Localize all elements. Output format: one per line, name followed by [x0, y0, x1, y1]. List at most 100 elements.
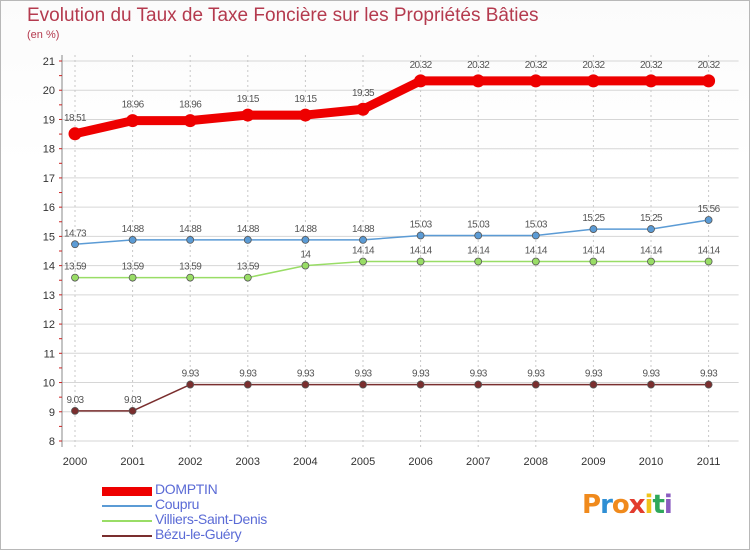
data-point [183, 114, 197, 128]
data-point [128, 406, 137, 415]
logo-letter: i [644, 490, 654, 520]
data-point [186, 235, 195, 244]
data-label: 14.88 [352, 224, 375, 235]
y-tick-label: 21 [43, 56, 55, 68]
chart-title: Evolution du Taux de Taxe Foncière sur l… [27, 5, 539, 26]
data-label: 14 [300, 250, 311, 261]
data-label: 19.15 [237, 94, 260, 105]
legend-swatch [102, 505, 152, 507]
data-label: 15.56 [698, 204, 721, 215]
data-point [416, 231, 425, 240]
data-point [704, 216, 713, 224]
data-point [589, 380, 598, 389]
data-label: 14.14 [352, 246, 375, 257]
grid-lines [62, 55, 739, 449]
data-point [128, 273, 137, 282]
data-point [704, 380, 713, 389]
data-label: 18.96 [122, 100, 145, 111]
legend-label: Coupru [155, 496, 200, 512]
data-point [359, 380, 367, 389]
data-point [126, 114, 140, 128]
data-label: 20.32 [467, 60, 490, 71]
logo-letter: t [652, 490, 664, 520]
data-point [243, 273, 252, 282]
data-label: 19.15 [294, 94, 317, 105]
unit-label: (en %) [27, 29, 60, 41]
data-point [647, 257, 655, 266]
data-point [531, 231, 540, 240]
data-label: 9.93 [297, 369, 315, 380]
data-label: 14.73 [64, 228, 87, 239]
logo-letter: x [628, 490, 646, 520]
data-label: 20.32 [525, 60, 548, 71]
data-label: 18.51 [64, 113, 87, 124]
y-axis [59, 55, 63, 447]
data-point [704, 257, 713, 266]
data-point [71, 273, 79, 282]
x-tick-label: 2006 [408, 456, 432, 468]
logo-letter: r [600, 490, 613, 520]
y-tick-label: 16 [43, 202, 55, 214]
y-tick-label: 13 [43, 290, 55, 302]
data-point [414, 74, 428, 88]
data-point [531, 257, 540, 266]
x-tick-label: 2003 [236, 456, 260, 468]
logo-letter: i [663, 490, 673, 520]
data-label: 14.14 [582, 246, 605, 257]
x-tick-label: 2008 [524, 456, 548, 468]
data-point [71, 406, 79, 415]
data-point [301, 261, 310, 270]
data-point [702, 74, 716, 88]
data-point [186, 273, 195, 282]
data-label: 15.03 [410, 220, 433, 231]
legend-swatch [102, 487, 152, 496]
data-label: 9.93 [527, 369, 545, 380]
data-point [474, 257, 483, 266]
y-tick-label: 10 [43, 378, 55, 390]
legend-label: Villiers-Saint-Denis [155, 511, 268, 527]
y-tick-label: 14 [43, 261, 55, 273]
data-point [128, 235, 137, 244]
data-label: 19.35 [352, 88, 375, 99]
logo-letter: P [582, 490, 601, 520]
data-point [589, 225, 598, 233]
x-tick-label: 2001 [120, 456, 144, 468]
data-label: 14.88 [179, 224, 202, 235]
data-point [241, 108, 255, 122]
y-tick-label: 12 [43, 319, 55, 331]
data-label: 9.93 [585, 369, 603, 380]
data-label: 14.14 [525, 246, 548, 257]
y-tick-label: 18 [43, 144, 55, 156]
data-point [647, 380, 655, 389]
data-label: 20.32 [410, 60, 433, 71]
data-label: 9.03 [66, 395, 84, 406]
data-point [647, 225, 655, 233]
data-label: 15.25 [640, 213, 663, 224]
x-tick-label: 2005 [351, 456, 375, 468]
y-tick-label: 15 [43, 231, 55, 243]
y-tick-label: 11 [44, 348, 55, 360]
data-labels-layer: 14.73 14.88 14.88 14.88 14.88 14.88 15.03 15.03… [64, 60, 721, 406]
data-point [243, 380, 252, 389]
data-label: 14.88 [237, 224, 260, 235]
data-label: 15.25 [582, 213, 605, 224]
data-point [471, 74, 485, 88]
data-point [531, 380, 540, 389]
data-label: 14.14 [640, 246, 663, 257]
data-label: 20.32 [698, 60, 721, 71]
data-point [68, 127, 82, 141]
legend-label: DOMPTIN [155, 481, 218, 497]
data-label: 13.59 [179, 262, 202, 273]
series-layer [68, 74, 716, 415]
logo-letter: o [611, 490, 630, 520]
y-tick-label: 9 [49, 407, 55, 419]
data-point [186, 380, 195, 389]
data-label: 14.14 [698, 246, 721, 257]
data-label: 14.14 [410, 246, 433, 257]
data-point [586, 74, 600, 88]
data-point [359, 257, 367, 266]
data-point [356, 102, 370, 116]
data-label: 15.03 [525, 220, 548, 231]
